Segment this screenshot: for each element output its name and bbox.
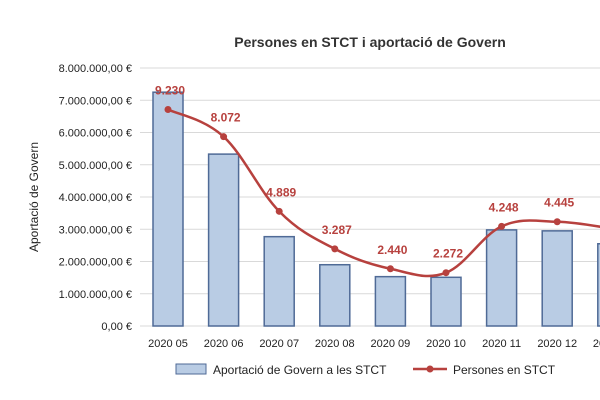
chart-title: Persones en STCT i aportació de Govern [234, 34, 506, 50]
series-line [167, 108, 600, 278]
legend-label: Persones en STCT [453, 363, 556, 377]
bar [152, 91, 184, 327]
x-tick-label: 2020 05 [148, 338, 188, 350]
y-tick-label: 5.000.000,00 € [59, 160, 132, 172]
legend: Aportació de Govern a les STCT Persones e… [175, 363, 556, 377]
y-tick-label: 2.000.000,00 € [59, 257, 132, 269]
line-point [553, 218, 561, 226]
bar [541, 230, 573, 327]
data-label: 4.889 [266, 185, 296, 199]
data-label: 4.248 [489, 200, 519, 214]
y-axis-ticks: 0,00 € 1.000.000,00 € 2.000.000,00 € 3.000.… [59, 63, 132, 333]
x-tick-label: 2020 08 [315, 338, 355, 350]
line-point [386, 265, 394, 273]
data-label: 8.072 [211, 111, 241, 125]
line-series [164, 106, 600, 278]
data-label: 9.230 [155, 84, 185, 98]
legend-swatch-marker [426, 365, 434, 373]
line-point [164, 106, 172, 114]
y-axis-label: Aportació de Govern [27, 142, 41, 252]
y-tick-label: 6.000.000,00 € [59, 128, 132, 140]
legend-label: Aportació de Govern a les STCT [213, 363, 387, 377]
bar [597, 243, 600, 327]
y-tick-label: 7.000.000,00 € [59, 95, 132, 107]
x-tick-label: 2020 12 [537, 338, 577, 350]
y-tick-label: 3.000.000,00 € [59, 224, 132, 236]
bar [485, 229, 518, 327]
y-tick-label: 8.000.000,00 € [59, 63, 132, 75]
y-tick-label: 0,00 € [101, 321, 132, 333]
data-label: 2.272 [433, 247, 463, 261]
line-data-labels: 9.230 8.072 4.889 3.287 2.440 2.272 4.248 4.445 [155, 84, 575, 261]
data-label: 4.445 [544, 196, 574, 210]
x-axis-ticks: 2020 05 2020 06 2020 07 2020 08 2020 09 2020 … [148, 338, 600, 350]
bar [430, 276, 462, 327]
x-tick-label: 2020 10 [426, 338, 466, 350]
bar [319, 263, 351, 327]
data-label: 2.440 [377, 243, 407, 257]
line-point [331, 245, 339, 253]
line-point [498, 222, 506, 230]
bar [374, 275, 407, 327]
y-tick-label: 1.000.000,00 € [59, 289, 132, 301]
bar [207, 153, 240, 327]
line-point [220, 133, 228, 141]
x-tick-label: 2020 11 [482, 338, 521, 350]
line-point [442, 269, 450, 277]
y-tick-label: 4.000.000,00 € [59, 192, 132, 204]
line-point [275, 207, 283, 215]
data-label: 3.287 [322, 223, 352, 237]
legend-swatch-bar [175, 363, 207, 375]
x-tick-label: 2020 07 [259, 338, 299, 350]
x-tick-label: 2020 09 [371, 338, 411, 350]
x-tick-label: 2020 06 [204, 338, 244, 350]
x-tick-label: 2021 01 [593, 338, 600, 350]
bar-series [152, 91, 600, 327]
bar [263, 235, 295, 327]
